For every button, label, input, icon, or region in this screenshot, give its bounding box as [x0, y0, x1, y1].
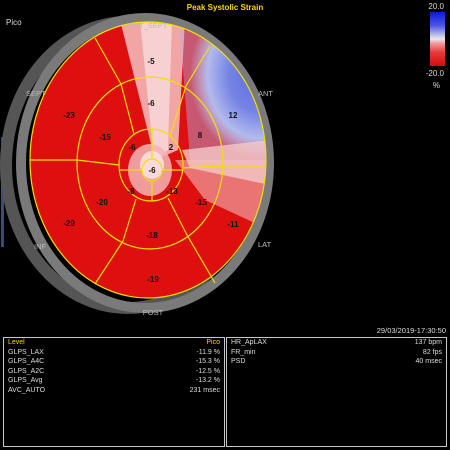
result-row: GLPS_A2C -12.5 % — [4, 367, 224, 377]
level-value: Pico — [206, 339, 220, 346]
segment-value-mid-lat: -15 — [195, 198, 207, 207]
segment-value-apical-ant: 2 — [169, 143, 174, 152]
result-label: HR_ApLAX — [231, 339, 267, 346]
result-row: AVC_AUTO 231 msec — [4, 386, 224, 396]
result-label: PSD — [231, 358, 246, 366]
scale-min-label: -20.0 — [425, 69, 444, 78]
segment-value-basal-ant: 12 — [229, 111, 238, 120]
segment-value-mid-sept: -15 — [99, 133, 111, 142]
result-value: -11.9 % — [196, 348, 220, 356]
result-value: 40 msec — [415, 358, 442, 366]
result-value: -13.2 % — [195, 377, 220, 385]
result-label: GLPS_Avg — [8, 377, 43, 385]
segment-value-mid-ant-sept: -6 — [147, 99, 155, 108]
segment-value-mid-ant: 8 — [198, 131, 203, 140]
wall-label-ant-sept: ANT_SEPT — [129, 21, 168, 30]
result-value: -12.5 % — [195, 367, 220, 375]
result-label: GLPS_A4C — [8, 358, 45, 366]
segment-value-apical-sept: -6 — [128, 143, 136, 152]
result-label: FR_min — [231, 348, 256, 356]
result-value: 231 msec — [189, 386, 220, 394]
results-header-row: Level Pico — [4, 338, 224, 348]
color-scale-bar — [430, 12, 445, 66]
result-row: FR_min 82 fps — [227, 348, 446, 358]
segment-value-mid-post: -18 — [146, 231, 158, 240]
segment-value-mid-inf: -20 — [96, 198, 108, 207]
results-panel-left: Level Pico GLPS_LAX -11.9 % GLPS_A4C -15… — [3, 337, 225, 447]
segment-value-basal-inf: -29 — [63, 219, 75, 228]
result-row: GLPS_A4C -15.3 % — [4, 357, 224, 367]
outer-ring — [16, 13, 274, 313]
level-label: Level — [8, 339, 25, 346]
timestamp: 29/03/2019-17:30:50 — [376, 326, 446, 335]
segment-grid — [29, 21, 267, 299]
result-row: GLPS_Avg -13.2 % — [4, 376, 224, 386]
segment-value-apical-lat: -13 — [166, 187, 178, 196]
wall-label-lat: LAT — [258, 240, 272, 249]
segment-value-basal-lat: -11 — [227, 220, 239, 229]
result-row: GLPS_LAX -11.9 % — [4, 348, 224, 358]
wall-label-ant: ANT — [258, 89, 273, 98]
result-row: HR_ApLAX 137 bpm — [227, 338, 446, 348]
wall-label-inf: INF — [34, 242, 47, 251]
scale-max-label: 20.0 — [428, 2, 444, 11]
chart-title: Peak Systolic Strain — [186, 3, 264, 12]
result-row: PSD 40 msec — [227, 357, 446, 367]
wall-label-post: POST — [143, 308, 164, 317]
segment-value-basal-sept: -23 — [63, 111, 75, 120]
result-label: GLPS_LAX — [8, 348, 44, 356]
scale-unit-label: % — [432, 81, 440, 90]
result-value: 137 bpm — [414, 339, 442, 346]
bullseye-plot: ANT_SEPT ANT SEPT LAT INF POST -5 12 -11… — [0, 13, 274, 317]
results-panel-right: HR_ApLAX 137 bpm FR_min 82 fps PSD 40 ms… — [226, 337, 447, 447]
segment-value-basal-ant-sept: -5 — [147, 57, 155, 66]
segment-value-apical-inf: -8 — [127, 187, 135, 196]
mode-label: Pico — [6, 18, 22, 27]
wall-label-sept: SEPT — [26, 89, 46, 98]
segment-value-apex: -6 — [148, 166, 156, 175]
result-value: 82 fps — [422, 348, 442, 356]
segment-value-basal-post: -19 — [147, 275, 159, 284]
result-value: -15.3 % — [195, 358, 220, 366]
result-label: GLPS_A2C — [8, 367, 45, 375]
result-label: AVC_AUTO — [8, 386, 46, 394]
